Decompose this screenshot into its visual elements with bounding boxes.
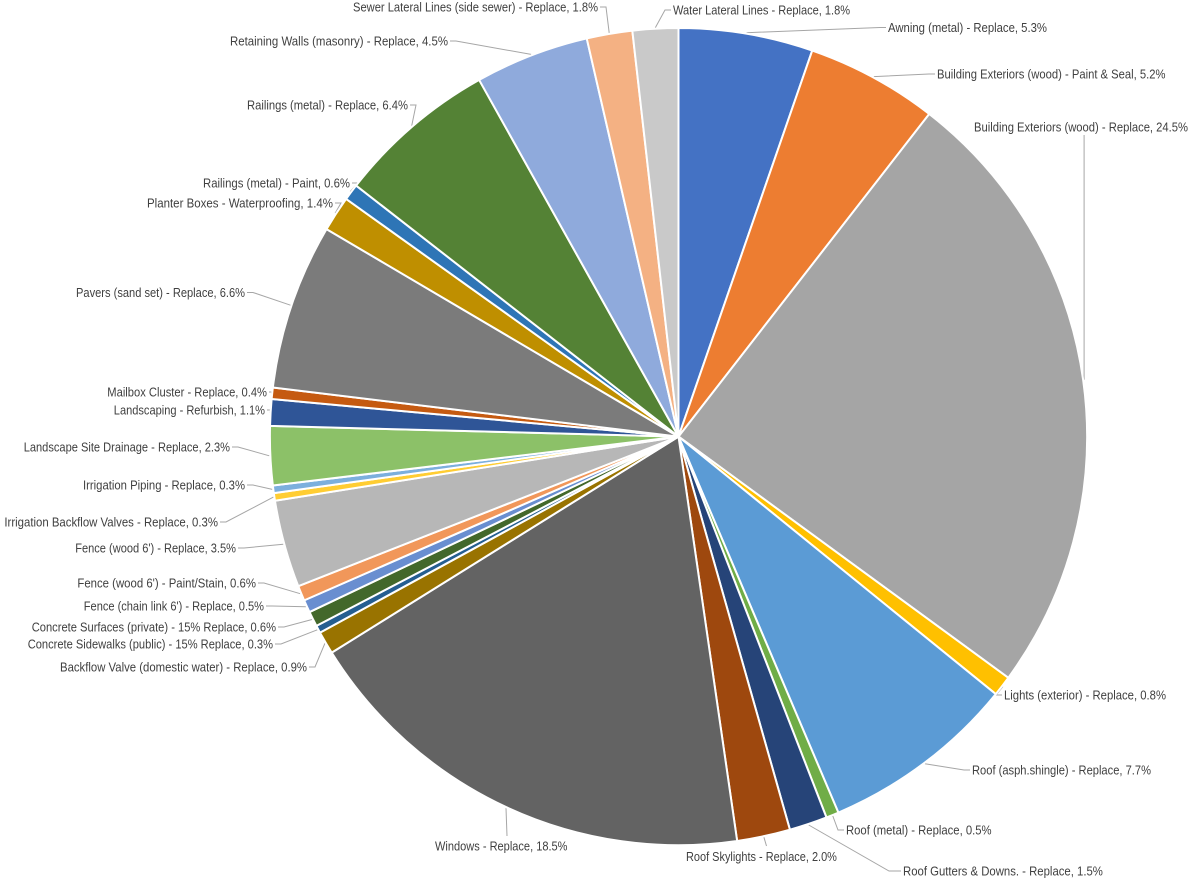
svg-text:Railings (metal) - Replace, 6.: Railings (metal) - Replace, 6.4% — [247, 98, 408, 113]
svg-text:Mailbox Cluster - Replace, 0.4: Mailbox Cluster - Replace, 0.4% — [107, 385, 267, 400]
svg-text:Backflow Valve (domestic water: Backflow Valve (domestic water) - Replac… — [60, 660, 307, 675]
svg-text:Fence (chain link 6') - Replac: Fence (chain link 6') - Replace, 0.5% — [84, 599, 265, 614]
svg-text:Roof (metal) - Replace, 0.5%: Roof (metal) - Replace, 0.5% — [846, 823, 992, 838]
svg-text:Irrigation Piping - Replace, 0: Irrigation Piping - Replace, 0.3% — [83, 478, 245, 493]
svg-text:Landscape Site Drainage - Repl: Landscape Site Drainage - Replace, 2.3% — [24, 440, 231, 455]
svg-text:Concrete Surfaces (private) -: Concrete Surfaces (private) - 15% Replac… — [32, 620, 277, 635]
svg-text:Planter Boxes - Waterproofing,: Planter Boxes - Waterproofing, 1.4% — [147, 196, 333, 211]
svg-text:Railings (metal) - Paint, 0.6%: Railings (metal) - Paint, 0.6% — [203, 176, 350, 191]
svg-text:Retaining Walls (masonry) - Re: Retaining Walls (masonry) - Replace, 4.5… — [230, 34, 448, 49]
svg-text:Lights (exterior) - Replace, 0: Lights (exterior) - Replace, 0.8% — [1004, 688, 1166, 703]
svg-text:Building Exteriors (wood) - Re: Building Exteriors (wood) - Replace, 24.… — [974, 120, 1188, 135]
svg-text:Roof Skylights - Replace, 2.0%: Roof Skylights - Replace, 2.0% — [686, 849, 837, 864]
svg-text:Awning (metal) - Replace, 5.3%: Awning (metal) - Replace, 5.3% — [888, 20, 1047, 35]
svg-text:Landscaping - Refurbish, 1.1%: Landscaping - Refurbish, 1.1% — [114, 403, 266, 418]
svg-text:Roof (asph.shingle) - Replace,: Roof (asph.shingle) - Replace, 7.7% — [972, 763, 1151, 778]
svg-text:Irrigation Backflow Valves - R: Irrigation Backflow Valves - Replace, 0.… — [4, 515, 218, 530]
svg-text:Fence (wood 6') - Paint/Stain,: Fence (wood 6') - Paint/Stain, 0.6% — [77, 576, 256, 591]
svg-text:Pavers (sand set) - Replace, 6: Pavers (sand set) - Replace, 6.6% — [76, 285, 245, 300]
svg-text:Fence (wood 6') - Replace, 3.5: Fence (wood 6') - Replace, 3.5% — [75, 541, 236, 556]
svg-text:Roof Gutters & Downs. - Replac: Roof Gutters & Downs. - Replace, 1.5% — [903, 864, 1103, 879]
svg-text:Sewer Lateral Lines (side sewe: Sewer Lateral Lines (side sewer) - Repla… — [353, 0, 598, 15]
svg-text:Water Lateral Lines - Replace,: Water Lateral Lines - Replace, 1.8% — [673, 3, 850, 18]
svg-text:Windows - Replace, 18.5%: Windows - Replace, 18.5% — [435, 839, 568, 854]
svg-text:Building Exteriors (wood) - Pa: Building Exteriors (wood) - Paint & Seal… — [937, 67, 1166, 82]
svg-text:Concrete Sidewalks (public) -: Concrete Sidewalks (public) - 15% Replac… — [28, 637, 274, 652]
